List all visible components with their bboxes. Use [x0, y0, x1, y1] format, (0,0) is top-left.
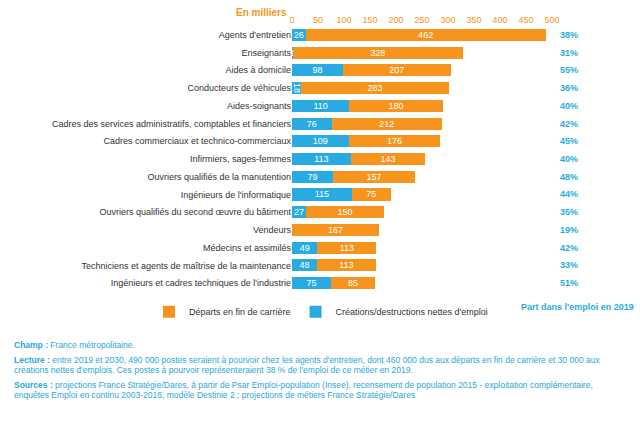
- svg-text:212: 212: [379, 119, 394, 129]
- svg-text:31%: 31%: [560, 48, 578, 58]
- svg-text:27: 27: [294, 207, 304, 217]
- svg-text:207: 207: [389, 65, 404, 75]
- svg-text:38%: 38%: [560, 30, 578, 40]
- svg-text:Cadres commerciaux et technico: Cadres commerciaux et technico-commercia…: [103, 136, 291, 146]
- svg-text:Ouvriers qualifiés de la manut: Ouvriers qualifiés de la manutention: [147, 172, 291, 182]
- svg-text:Ingénieurs et cadres technique: Ingénieurs et cadres techniques de l'ind…: [111, 278, 291, 288]
- svg-text:113: 113: [340, 243, 354, 253]
- svg-text:110: 110: [313, 101, 327, 111]
- svg-text:500: 500: [544, 15, 559, 25]
- svg-text:328: 328: [370, 48, 385, 58]
- svg-text:Infirmiers, sages-femmes: Infirmiers, sages-femmes: [190, 154, 292, 164]
- svg-text:113: 113: [339, 260, 353, 270]
- svg-text:40%: 40%: [560, 101, 578, 111]
- html-text:Lecture : entre 2019 et 2030,: Lecture : entre 2019 et 2030, 490 000 po…: [14, 354, 600, 375]
- svg-text:143: 143: [380, 154, 395, 164]
- svg-text:113: 113: [314, 154, 328, 164]
- html-text:Champ : France métropolitaine.: Champ : France métropolitaine.: [14, 340, 135, 350]
- svg-text:Agents d'entretien: Agents d'entretien: [219, 30, 291, 40]
- svg-text:75: 75: [306, 278, 316, 288]
- svg-text:176: 176: [387, 136, 402, 146]
- svg-text:85: 85: [348, 278, 358, 288]
- svg-text:200: 200: [388, 15, 403, 25]
- svg-text:40%: 40%: [560, 154, 578, 164]
- svg-text:167: 167: [328, 225, 343, 235]
- svg-text:51%: 51%: [560, 278, 578, 288]
- svg-text:Ouvriers qualifiés du second œ: Ouvriers qualifiés du second œuvre du bâ…: [99, 207, 291, 217]
- svg-text:450: 450: [518, 15, 533, 25]
- svg-text:Médecins et assimilés: Médecins et assimilés: [203, 243, 292, 253]
- svg-text:Techniciens et agents de maîtr: Techniciens et agents de maîtrise de la …: [81, 261, 291, 271]
- svg-text:55%: 55%: [560, 65, 578, 75]
- svg-text:75: 75: [366, 189, 376, 199]
- svg-text:76: 76: [307, 119, 317, 129]
- svg-text:18: 18: [292, 83, 302, 93]
- svg-text:Départs en fin de carrière: Départs en fin de carrière: [189, 307, 291, 317]
- svg-text:44%: 44%: [560, 189, 578, 199]
- svg-text:36%: 36%: [560, 83, 578, 93]
- svg-text:Aides à domicile: Aides à domicile: [225, 65, 291, 75]
- svg-text:35%: 35%: [560, 207, 578, 217]
- svg-text:49: 49: [300, 243, 310, 253]
- svg-text:79: 79: [308, 172, 318, 182]
- svg-text:42%: 42%: [560, 119, 578, 129]
- svg-text:Vendeurs: Vendeurs: [253, 225, 292, 235]
- svg-text:50: 50: [313, 15, 323, 25]
- svg-text:109: 109: [313, 136, 328, 146]
- html-text:Sources : projections France S: Sources : projections France Stratégie/D…: [14, 379, 593, 400]
- svg-text:462: 462: [418, 30, 433, 40]
- svg-text:0: 0: [289, 15, 294, 25]
- svg-text:350: 350: [466, 15, 481, 25]
- svg-text:180: 180: [388, 101, 403, 111]
- svg-text:250: 250: [414, 15, 429, 25]
- svg-text:157: 157: [366, 172, 381, 182]
- svg-text:19%: 19%: [560, 225, 578, 235]
- svg-text:33%: 33%: [560, 260, 578, 270]
- svg-text:Cadres des services administra: Cadres des services administratifs, comp…: [52, 119, 292, 129]
- svg-text:Ingénieurs de l'informatique: Ingénieurs de l'informatique: [181, 190, 291, 200]
- svg-text:45%: 45%: [560, 136, 578, 146]
- svg-text:115: 115: [315, 189, 329, 199]
- svg-text:150: 150: [362, 15, 377, 25]
- svg-text:42%: 42%: [560, 243, 578, 253]
- svg-text:283: 283: [367, 83, 382, 93]
- svg-text:1: 1: [290, 48, 295, 58]
- svg-text:48: 48: [299, 260, 309, 270]
- svg-text:Conducteurs de véhicules: Conducteurs de véhicules: [187, 83, 291, 93]
- svg-text:Aides-soignants: Aides-soignants: [227, 101, 292, 111]
- svg-text:98: 98: [312, 65, 322, 75]
- svg-text:100: 100: [336, 15, 351, 25]
- svg-text:48%: 48%: [560, 172, 578, 182]
- svg-text:150: 150: [338, 207, 353, 217]
- svg-text:Créations/destructions nettes: Créations/destructions nettes d'emploi: [336, 307, 488, 317]
- svg-text:300: 300: [440, 15, 455, 25]
- svg-text:En milliers: En milliers: [236, 7, 287, 18]
- svg-text:Part dans l'emploi en 2019: Part dans l'emploi en 2019: [521, 302, 634, 312]
- svg-text:26: 26: [294, 30, 304, 40]
- svg-text:Enseignants: Enseignants: [241, 48, 291, 58]
- svg-text:400: 400: [492, 15, 507, 25]
